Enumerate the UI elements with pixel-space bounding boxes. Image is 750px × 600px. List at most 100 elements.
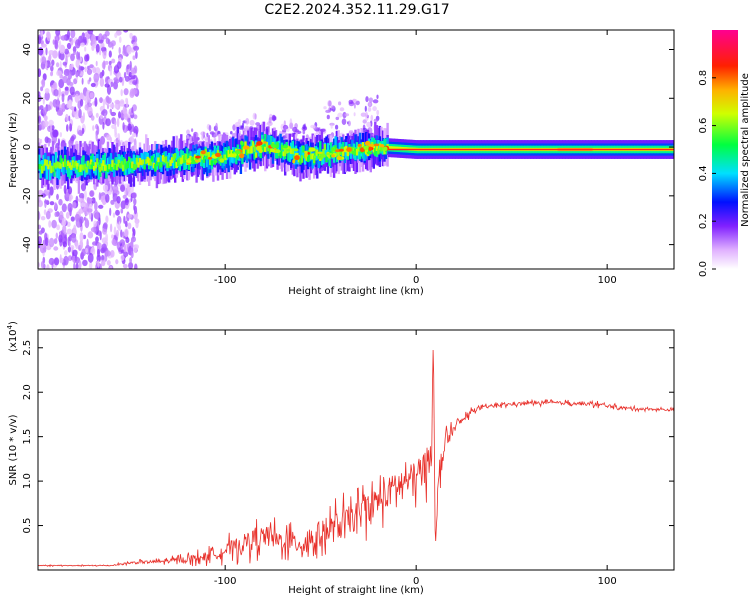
heatmap-cell bbox=[192, 156, 195, 164]
heatmap-cell bbox=[175, 161, 178, 169]
heatmap-cell bbox=[89, 159, 93, 165]
heatmap-cell bbox=[122, 194, 127, 199]
heatmap-cell bbox=[64, 250, 68, 256]
heatmap-cell bbox=[291, 148, 294, 155]
heatmap-cell bbox=[63, 184, 67, 195]
heatmap-cell bbox=[64, 159, 67, 167]
heatmap-cell bbox=[79, 216, 84, 224]
heatmap-cell bbox=[56, 109, 63, 116]
heatmap-cell bbox=[129, 32, 133, 39]
heatmap-cell bbox=[335, 124, 339, 130]
heatmap-cell bbox=[106, 260, 111, 266]
heatmap-cell bbox=[78, 197, 84, 203]
heatmap-cell bbox=[300, 145, 304, 163]
heatmap-cell bbox=[38, 36, 42, 45]
heatmap-cell bbox=[218, 153, 221, 161]
heatmap-cell bbox=[325, 136, 328, 158]
heatmap-cell bbox=[89, 64, 94, 69]
heatmap-cell bbox=[131, 192, 137, 199]
heatmap-cell bbox=[68, 37, 72, 42]
heatmap-cell bbox=[123, 88, 129, 96]
heatmap-cell bbox=[102, 98, 105, 109]
heatmap-cell bbox=[127, 222, 132, 230]
heatmap-cell bbox=[365, 111, 368, 118]
heatmap-cell bbox=[122, 263, 128, 269]
heatmap-cell bbox=[131, 67, 136, 76]
heatmap-cell bbox=[93, 155, 96, 174]
heatmap-cell bbox=[114, 99, 121, 105]
heatmap-cell bbox=[98, 217, 101, 226]
heatmap-cell bbox=[122, 231, 125, 239]
heatmap-cell bbox=[44, 199, 50, 204]
heatmap-cell bbox=[161, 155, 165, 162]
heatmap-cell bbox=[365, 96, 369, 103]
heatmap-cell bbox=[87, 252, 94, 263]
heatmap-cell bbox=[75, 241, 79, 250]
heatmap-cell bbox=[123, 30, 129, 33]
heatmap-cell bbox=[119, 36, 122, 43]
heatmap-cell bbox=[362, 127, 368, 134]
heatmap-cell bbox=[130, 75, 136, 80]
heatmap-hotspot bbox=[368, 146, 373, 151]
heatmap-cell bbox=[364, 105, 367, 112]
heatmap-cell bbox=[48, 160, 52, 167]
heatmap-cell bbox=[54, 39, 58, 49]
heatmap-hotspot bbox=[304, 152, 308, 158]
heatmap-cell bbox=[101, 259, 106, 267]
heatmap-cell bbox=[103, 164, 107, 171]
heatmap-cell bbox=[79, 208, 83, 214]
heatmap-cell bbox=[273, 145, 276, 151]
heatmap-cell bbox=[262, 146, 265, 152]
heatmap-cell bbox=[255, 122, 261, 126]
heatmap-cell bbox=[216, 149, 220, 156]
heatmap-cell bbox=[48, 119, 54, 126]
heatmap-cell bbox=[101, 61, 106, 69]
heatmap-cell bbox=[82, 234, 87, 240]
heatmap-cell bbox=[285, 148, 288, 154]
heatmap-cell bbox=[73, 161, 76, 168]
heatmap-cell bbox=[109, 153, 113, 167]
heatmap-cell bbox=[95, 212, 99, 220]
heatmap-cell bbox=[122, 122, 125, 131]
heatmap-cell bbox=[251, 141, 255, 148]
snr-ticks: -100 0 100 0.5 1.0 1.5 2.0 2.5 bbox=[22, 330, 674, 587]
heatmap-cell bbox=[206, 151, 209, 168]
heatmap-cell bbox=[105, 163, 108, 179]
colorbar-tick-label: 0.8 bbox=[698, 70, 709, 86]
heatmap-hotspot bbox=[331, 147, 336, 152]
heatmap-cell bbox=[47, 164, 50, 170]
heatmap-cell bbox=[86, 238, 89, 249]
heatmap-cell bbox=[344, 113, 350, 117]
heatmap-cell bbox=[204, 150, 207, 173]
heatmap-cell bbox=[374, 148, 377, 156]
heatmap-cell bbox=[114, 79, 120, 84]
heatmap-cell bbox=[326, 114, 330, 120]
heatmap-cell bbox=[100, 114, 103, 120]
heatmap-cell bbox=[54, 202, 57, 210]
heatmap-cell bbox=[398, 146, 401, 150]
heatmap-cell bbox=[317, 142, 320, 160]
heatmap-cell bbox=[98, 39, 104, 44]
heatmap-cell bbox=[84, 104, 89, 111]
heatmap-cell bbox=[38, 138, 41, 144]
heatmap-cell bbox=[58, 234, 63, 243]
heatmap-cell bbox=[94, 161, 97, 176]
heatmap-cell bbox=[101, 243, 107, 252]
heatmap-cell bbox=[172, 154, 175, 169]
heatmap-cell bbox=[126, 45, 132, 55]
heatmap-hotspot bbox=[292, 159, 296, 164]
heatmap-cell bbox=[77, 51, 81, 61]
heatmap-cell bbox=[306, 155, 310, 163]
heatmap-cell bbox=[80, 164, 84, 170]
heatmap-cell bbox=[48, 237, 55, 248]
heatmap-cell bbox=[145, 152, 148, 164]
heatmap-cell bbox=[104, 112, 107, 119]
heatmap-cell bbox=[362, 119, 367, 124]
heatmap-cell bbox=[394, 146, 397, 150]
heatmap-cell bbox=[244, 125, 250, 131]
heatmap-cell bbox=[189, 155, 192, 163]
heatmap-cell bbox=[174, 153, 177, 159]
heatmap-cell bbox=[41, 56, 47, 65]
heatmap-cell bbox=[82, 165, 85, 171]
heatmap-cell bbox=[357, 145, 360, 152]
